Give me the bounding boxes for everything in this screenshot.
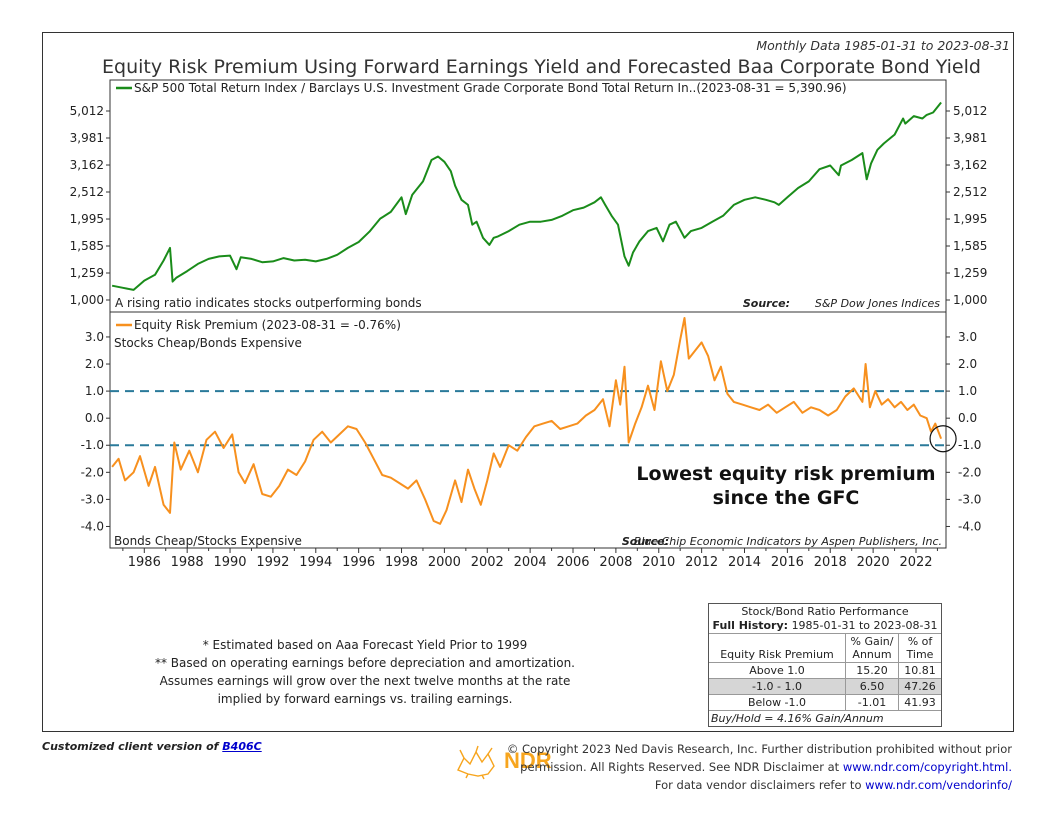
x-tick-label: 2002 <box>471 555 504 570</box>
table-history: Full History: 1985-01-31 to 2023-08-31 <box>712 619 938 632</box>
chart-title: Equity Risk Premium Using Forward Earnin… <box>102 56 981 78</box>
y-tick-label-right: 3,162 <box>953 158 987 172</box>
code-link[interactable]: B406C <box>222 740 262 753</box>
y-tick-label-left: 1,259 <box>70 266 104 280</box>
legend-label-ratio: S&P 500 Total Return Index / Barclays U.… <box>134 81 847 95</box>
ratio-line <box>111 101 942 291</box>
x-tick-label: 1990 <box>213 555 246 570</box>
ratio-note: A rising ratio indicates stocks outperfo… <box>115 296 422 310</box>
y-tick-label-left: 5,012 <box>70 104 104 118</box>
bottom-panel-box <box>109 311 947 549</box>
y-tick-label-right: 2,512 <box>953 185 987 199</box>
chart-frame <box>42 32 1014 732</box>
y-tick-label-right: -4.0 <box>958 519 981 533</box>
y-tick-label-left: -3.0 <box>81 492 104 506</box>
x-tick-label: 2018 <box>814 555 847 570</box>
y-tick-label-left: 3.0 <box>85 330 104 344</box>
ndr-wordmark: NDR <box>504 748 552 773</box>
table-row: Below -1.0 -1.01 41.93 <box>709 694 941 710</box>
y-tick-label-right: -1.0 <box>958 438 981 452</box>
x-tick-label: 1994 <box>299 555 332 570</box>
y-tick-label-right: 1,585 <box>953 239 987 253</box>
y-tick-label-right: 0.0 <box>958 411 977 425</box>
y-tick-label-right: 2.0 <box>958 357 977 371</box>
customized-note: Customized client version of B406C <box>42 740 262 753</box>
vendorinfo-link[interactable]: www.ndr.com/vendorinfo/ <box>865 778 1012 792</box>
footnotes: * Estimated based on Aaa Forecast Yield … <box>120 636 610 708</box>
y-tick-label-right: 1,000 <box>953 293 987 307</box>
y-tick-label-right: 5,012 <box>953 104 987 118</box>
y-tick-label-left: 1,585 <box>70 239 104 253</box>
x-tick-label: 1988 <box>171 555 204 570</box>
y-tick-label-left: 1,995 <box>70 212 104 226</box>
source-bottom: Blue Chip Economic Indicators by Aspen P… <box>634 535 942 548</box>
x-tick-label: 2006 <box>556 555 589 570</box>
x-tick-label: 2010 <box>642 555 675 570</box>
bottom-label-cheap: Bonds Cheap/Stocks Expensive <box>114 534 302 548</box>
y-tick-label-left: 1.0 <box>85 384 104 398</box>
x-tick-label: 2020 <box>857 555 890 570</box>
x-tick-label: 2016 <box>771 555 804 570</box>
source-label-bottom: Source: <box>622 535 669 548</box>
y-tick-label-right: 1,995 <box>953 212 987 226</box>
annotation-line-2: since the GFC <box>713 487 860 509</box>
y-tick-label-right: 1,259 <box>953 266 987 280</box>
table-header: Equity Risk Premium % Gain/Annum % of Tim… <box>709 633 941 662</box>
x-tick-label: 2022 <box>899 555 932 570</box>
copyright-link[interactable]: www.ndr.com/copyright.html. <box>842 760 1012 774</box>
x-tick-label: 2008 <box>599 555 632 570</box>
x-tick-label: 1996 <box>342 555 375 570</box>
col-header-time: % of Time <box>898 634 941 662</box>
footnote: ** Based on operating earnings before de… <box>154 656 575 670</box>
y-tick-label-left: -2.0 <box>81 465 104 479</box>
source-top: S&P Dow Jones Indices <box>815 297 940 310</box>
y-tick-label-left: 3,981 <box>70 131 104 145</box>
bull-bear-icon <box>457 745 495 780</box>
x-tick-label: 2000 <box>428 555 461 570</box>
y-tick-label-right: 1.0 <box>958 384 977 398</box>
x-tick-label: 2012 <box>685 555 718 570</box>
footnote: Assumes earnings will grow over the next… <box>159 674 571 688</box>
x-tick-label: 1998 <box>385 555 418 570</box>
table-row: -1.0 - 1.0 6.50 47.26 <box>709 678 941 694</box>
col-header-erp: Equity Risk Premium <box>720 648 834 661</box>
data-range-subtitle: Monthly Data 1985-01-31 to 2023-08-31 <box>756 38 1010 53</box>
copyright: © Copyright 2023 Ned Davis Research, Inc… <box>506 742 1012 792</box>
table-row: Above 1.0 15.20 10.81 <box>709 662 941 678</box>
y-tick-label-right: -3.0 <box>958 492 981 506</box>
y-tick-label-left: 2,512 <box>70 185 104 199</box>
erp-line <box>111 317 943 525</box>
y-tick-label-left: 0.0 <box>85 411 104 425</box>
x-tick-label: 1986 <box>128 555 161 570</box>
y-tick-label-left: 3,162 <box>70 158 104 172</box>
y-tick-label-right: 3,981 <box>953 131 987 145</box>
y-tick-label-left: -4.0 <box>81 519 104 533</box>
y-tick-label-left: -1.0 <box>81 438 104 452</box>
footnote: * Estimated based on Aaa Forecast Yield … <box>202 638 528 652</box>
table-title: Stock/Bond Ratio Performance <box>741 605 909 618</box>
footnote: implied by forward earnings vs. trailing… <box>217 692 513 706</box>
y-tick-label-right: 3.0 <box>958 330 977 344</box>
table-footer: Buy/Hold = 4.16% Gain/Annum <box>709 710 941 726</box>
top-panel-box <box>109 79 947 313</box>
ndr-logo: NDR <box>454 744 564 784</box>
y-tick-label-left: 1,000 <box>70 293 104 307</box>
y-tick-label-left: 2.0 <box>85 357 104 371</box>
col-header-gain: % Gain/Annum <box>845 634 898 662</box>
x-tick-label: 1992 <box>256 555 289 570</box>
source-label-top: Source: <box>743 297 790 310</box>
legend-label-erp: Equity Risk Premium (2023-08-31 = -0.76%… <box>134 318 401 332</box>
highlight-circle <box>929 425 957 453</box>
annotation-line-1: Lowest equity risk premium <box>636 463 935 485</box>
x-tick-label: 2004 <box>514 555 547 570</box>
y-tick-label-right: -2.0 <box>958 465 981 479</box>
performance-table: Stock/Bond Ratio Performance Full Histor… <box>708 603 942 727</box>
top-label-cheap: Stocks Cheap/Bonds Expensive <box>114 336 302 350</box>
x-tick-label: 2014 <box>728 555 761 570</box>
